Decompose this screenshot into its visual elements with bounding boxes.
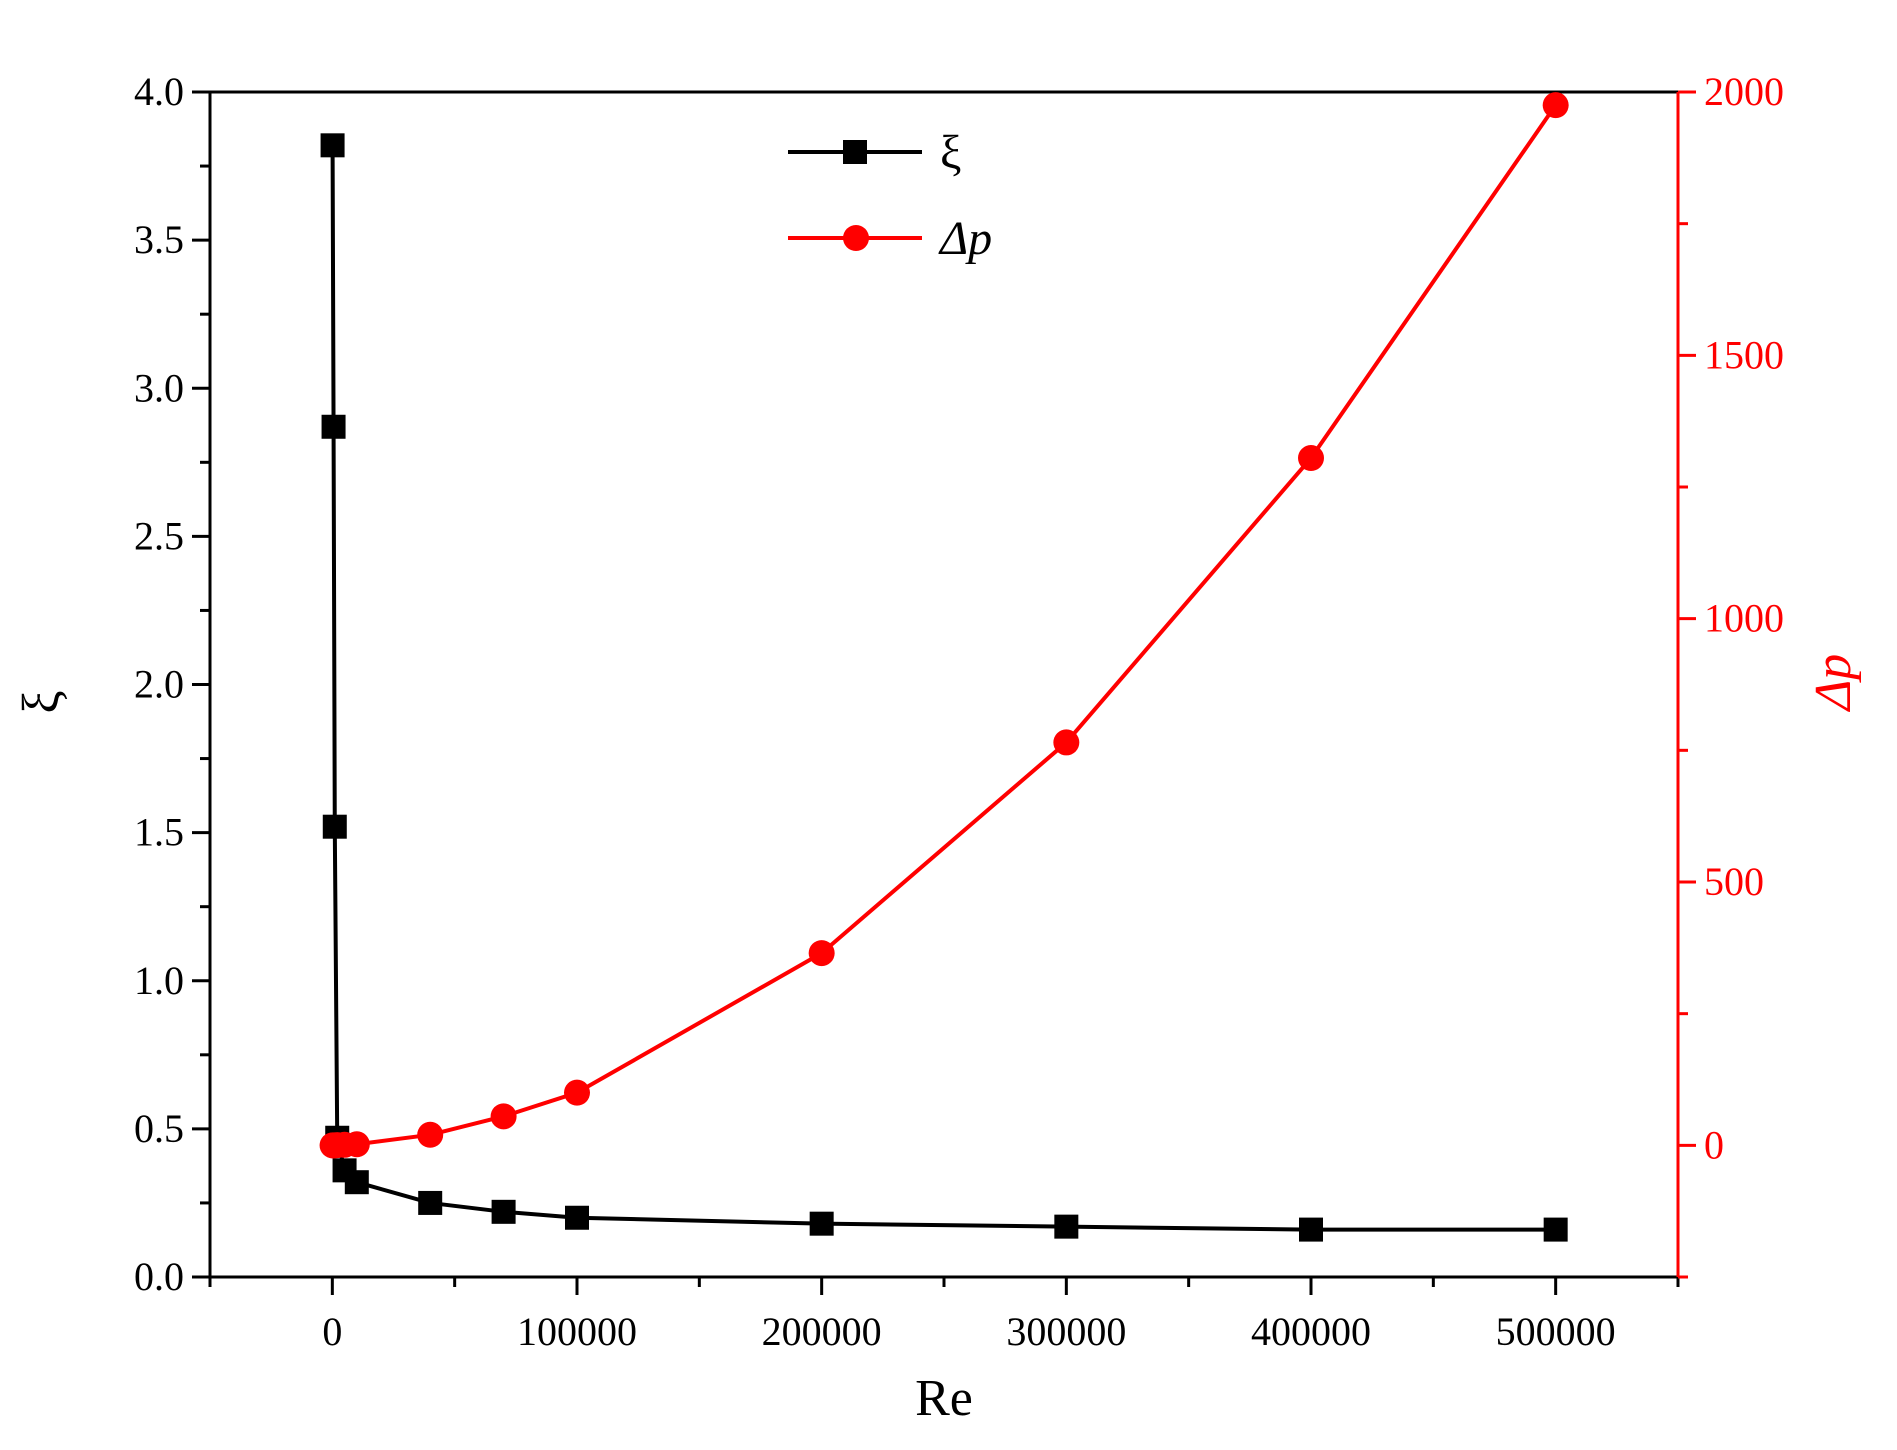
legend-label-xi: ξ [940,126,961,179]
series-layer [319,92,1569,1242]
y-left-tick-label: 3.5 [134,217,184,262]
y-right-tick-label: 500 [1704,859,1764,904]
series-dp [319,92,1569,1159]
y-right-tick-label: 2000 [1704,69,1784,114]
x-axis: 0 100000 200000 300000 400000 500000 [208,1277,1680,1354]
legend: ξ Δp [788,126,992,265]
data-point [1054,1214,1079,1239]
legend-entry-dp: Δp [788,212,992,265]
y-left-tick-label: 0.0 [134,1254,184,1299]
data-point [321,414,346,439]
data-point [418,1190,443,1215]
y-right-tick-label: 1500 [1704,332,1784,377]
x-tick-label: 0 [322,1309,342,1354]
data-point [1299,1217,1323,1242]
data-point [809,1211,834,1236]
data-point [490,1103,517,1130]
legend-marker-xi [843,140,867,164]
data-point [808,940,835,967]
x-tick-label: 100000 [517,1309,637,1354]
data-point [1298,445,1324,472]
y-left-axis: 0.0 0.5 1.0 1.5 2.0 2.5 3.0 3.5 4.0 [134,69,210,1299]
y-left-tick-label: 0.5 [134,1106,184,1151]
y-left-axis-title: ξ [13,690,70,713]
y-right-axis: 0 500 1000 1500 2000 [1678,69,1784,1279]
y-left-tick-label: 1.5 [134,810,184,855]
y-right-axis-title: Δp [1805,654,1862,713]
x-tick-label: 300000 [1006,1309,1126,1354]
data-point [1542,92,1569,119]
y-left-tick-label: 2.5 [134,513,184,558]
data-point [343,1131,370,1158]
legend-entry-xi: ξ [788,126,961,179]
data-point [320,133,345,158]
legend-marker-dp [843,225,869,251]
y-left-tick-label: 2.0 [134,662,184,707]
y-left-tick-label: 3.0 [134,365,184,410]
y-left-tick-label: 4.0 [134,69,184,114]
y-right-tick-label: 0 [1704,1122,1724,1167]
data-point [417,1121,444,1148]
series-line [330,145,1556,1232]
data-point [322,814,347,839]
data-point [1543,1217,1568,1242]
data-point [564,1079,590,1106]
x-tick-label: 200000 [762,1309,882,1354]
x-tick-label: 500000 [1496,1309,1616,1354]
x-axis-title: Re [915,1370,973,1427]
y-right-tick-label: 1000 [1704,596,1784,641]
plot-frame [208,90,1680,1279]
legend-label-dp: Δp [938,212,992,265]
data-point [1053,729,1080,756]
data-point [565,1205,589,1230]
data-point [491,1199,516,1224]
x-tick-label: 400000 [1251,1309,1371,1354]
data-point [344,1170,369,1195]
y-left-tick-label: 1.0 [134,958,184,1003]
series-xi [320,133,1568,1242]
